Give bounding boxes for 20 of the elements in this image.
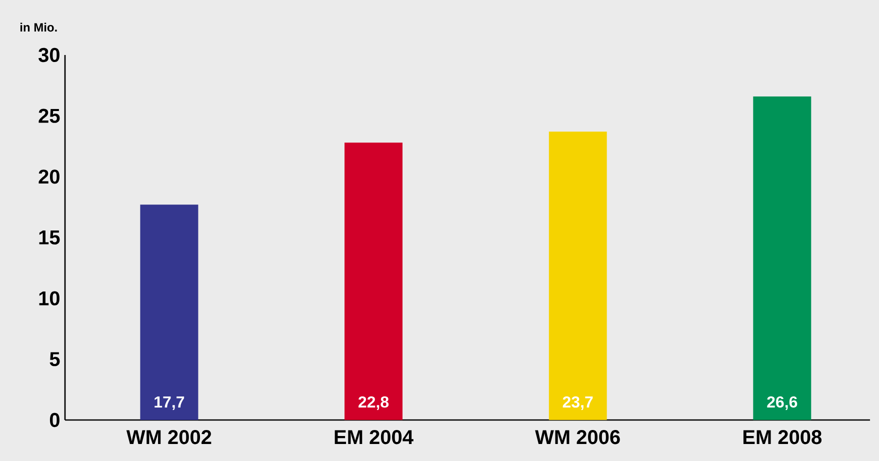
bar [753,96,812,420]
data-label: 23,7 [562,396,593,410]
bar [548,132,607,420]
y-tick-label: 25 [38,108,60,123]
y-tick-label: 0 [50,412,60,428]
data-label: 22,8 [358,396,389,410]
x-tick-label: WM 2006 [535,430,620,444]
x-tick-label: EM 2008 [743,430,822,444]
bar [140,204,198,420]
y-axis-title: in Mio. [20,22,57,32]
data-label: 17,7 [154,396,184,410]
data-label: 26,6 [767,396,798,410]
x-tick-label: WM 2002 [126,430,212,444]
y-tick-label: 5 [50,352,60,366]
bar [344,142,403,420]
x-tick-label: EM 2004 [334,430,414,444]
y-tick-label: 15 [39,230,60,244]
y-tick-label: 20 [38,170,60,184]
y-tick-label: 30 [38,48,60,62]
y-tick-label: 10 [39,291,60,306]
